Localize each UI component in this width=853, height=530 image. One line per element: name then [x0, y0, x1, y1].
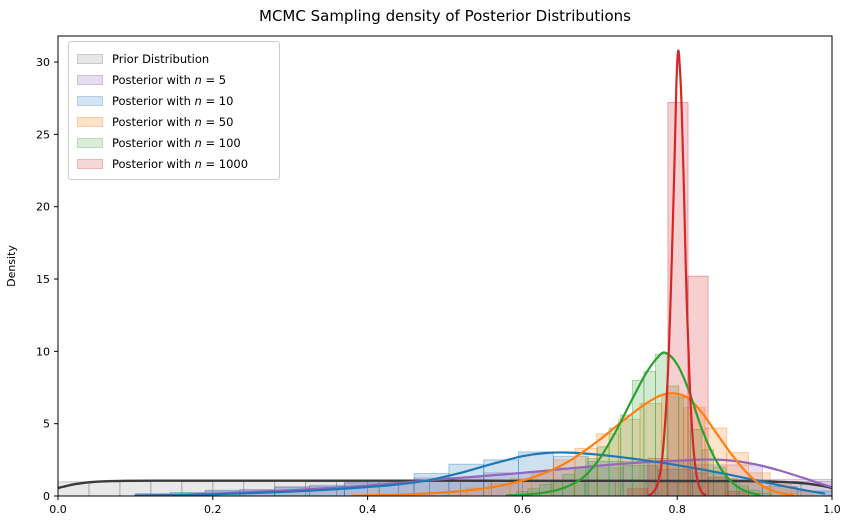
- legend-swatch-prior: [77, 53, 103, 64]
- hist-bar-prior: [88, 480, 121, 496]
- legend-item-n10: Posterior with n = 10: [77, 90, 271, 111]
- legend-item-n100: Posterior with n = 100: [77, 132, 271, 153]
- kde-line-n50: [351, 392, 795, 496]
- hist-bar-n1000: [627, 488, 649, 496]
- kde-line-n100: [505, 351, 760, 496]
- kde-line-prior: [58, 479, 832, 490]
- legend-swatch-n10: [77, 95, 103, 106]
- legend-math-var: n: [194, 93, 202, 108]
- y-tick-label: 10: [36, 345, 50, 358]
- x-tick-label: 1.0: [823, 503, 841, 516]
- y-tick-label: 15: [36, 273, 50, 286]
- legend-math-var: n: [194, 72, 202, 87]
- x-tick-label: 0.4: [359, 503, 377, 516]
- x-tick-label: 0.6: [514, 503, 532, 516]
- chart-title: MCMC Sampling density of Posterior Distr…: [259, 7, 631, 25]
- hist-bar-n100: [631, 379, 645, 496]
- legend-item-n5: Posterior with n = 5: [77, 69, 271, 90]
- hist-bar-n50: [466, 487, 489, 496]
- hist-bar-n50: [574, 447, 598, 496]
- y-tick-label: 25: [36, 128, 50, 141]
- hist-bar-n10: [552, 455, 589, 496]
- legend-label-n1000: Posterior with n = 1000: [112, 156, 249, 171]
- legend-swatch-n50: [77, 116, 103, 127]
- hist-bar-n100: [539, 484, 552, 496]
- hist-bar-n10: [483, 459, 519, 496]
- x-tick-label: 0.0: [49, 503, 67, 516]
- legend-math-var: n: [194, 114, 202, 129]
- legend-label-n50: Posterior with n = 50: [112, 114, 234, 129]
- legend-item-n1000: Posterior with n = 1000: [77, 153, 271, 174]
- hist-bar-n100: [620, 414, 633, 496]
- hist-bar-n10: [657, 468, 694, 496]
- legend-item-prior: Prior Distribution: [77, 48, 271, 69]
- legend: Prior Distribution Posterior with n = 5 Po…: [68, 41, 280, 180]
- hist-bar-n1000: [727, 491, 749, 496]
- hist-bar-n50: [639, 403, 663, 496]
- legend-swatch-n100: [77, 137, 103, 148]
- kde-layer: [58, 49, 832, 496]
- hist-bar-n100: [666, 385, 680, 496]
- legend-math-var: n: [194, 156, 202, 171]
- axis-ticks: 0.0 0.2 0.4 0.6 0.8 1.0 0 5 10 15 20 25 30: [36, 56, 841, 516]
- kde-line-n10: [134, 451, 826, 496]
- plot-border: [57, 35, 833, 497]
- kde-line-n5: [134, 458, 832, 496]
- hist-bar-n5: [622, 460, 694, 496]
- hist-bar-n100: [678, 397, 691, 496]
- hist-bar-n1000: [687, 275, 709, 496]
- x-tick-label: 0.8: [668, 503, 686, 516]
- legend-swatch-n1000: [77, 158, 103, 169]
- y-axis-label: Density: [5, 245, 18, 287]
- kde-line-n1000: [647, 49, 707, 496]
- legend-label-prior: Prior Distribution: [112, 51, 210, 66]
- y-tick-label: 5: [43, 418, 50, 431]
- y-tick-label: 0: [43, 490, 50, 503]
- legend-label-n100: Posterior with n = 100: [112, 135, 241, 150]
- legend-label-n5: Posterior with n = 5: [112, 72, 227, 87]
- legend-label-n10: Posterior with n = 10: [112, 93, 234, 108]
- x-tick-label: 0.2: [204, 503, 222, 516]
- legend-item-n50: Posterior with n = 50: [77, 111, 271, 132]
- y-tick-label: 20: [36, 201, 50, 214]
- legend-math-var: n: [194, 135, 202, 150]
- hist-bar-n50: [661, 395, 684, 496]
- hist-bar-n100: [701, 449, 714, 496]
- legend-swatch-n5: [77, 74, 103, 85]
- y-tick-label: 30: [36, 56, 50, 69]
